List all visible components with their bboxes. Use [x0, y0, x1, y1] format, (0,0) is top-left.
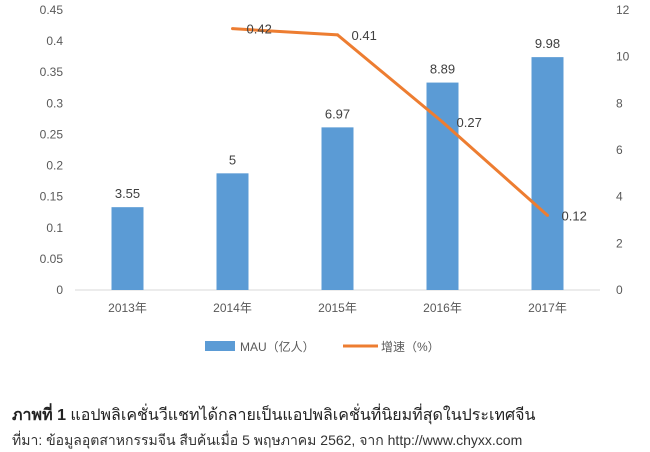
right-tick-label: 4 [616, 190, 623, 204]
bar-data-label: 3.55 [115, 186, 140, 201]
line-point [231, 27, 234, 31]
bar [531, 57, 564, 291]
figure-label: ภาพที่ 1 [12, 407, 66, 424]
bar-data-label: 6.97 [325, 106, 350, 121]
figure-title: แอปพลิเคชั่นวีแชทได้กลายเป็นแอปพลิเคชั่น… [70, 407, 536, 424]
bar [216, 173, 249, 290]
left-tick-label: 0.45 [40, 3, 64, 17]
line-data-label: 0.42 [247, 22, 272, 37]
left-tick-label: 0.05 [40, 252, 64, 266]
left-tick-label: 0.4 [46, 34, 63, 48]
right-tick-label: 0 [616, 283, 623, 297]
legend-bar-label: MAU（亿人） [240, 339, 315, 354]
x-tick-label: 2015年 [318, 301, 357, 315]
x-tick-label: 2017年 [528, 301, 567, 315]
bar [321, 127, 354, 290]
x-tick-label: 2013年 [108, 301, 147, 315]
line-data-label: 0.27 [457, 115, 482, 130]
line-series [232, 27, 549, 217]
left-tick-label: 0.15 [40, 190, 64, 204]
bar-data-label: 5 [229, 152, 236, 167]
right-tick-label: 10 [616, 50, 630, 64]
right-tick-label: 6 [616, 143, 623, 157]
bar-data-label: 9.98 [535, 36, 560, 51]
right-tick-label: 8 [616, 96, 623, 110]
bar-data-label: 8.89 [430, 62, 455, 77]
figure-caption: ภาพที่ 1 แอปพลิเคชั่นวีแชทได้กลายเป็นแอป… [12, 403, 535, 428]
bar [426, 82, 459, 290]
right-tick-label: 2 [616, 236, 623, 250]
right-tick-label: 12 [616, 3, 630, 17]
bar [111, 207, 144, 290]
left-tick-label: 0.2 [46, 159, 63, 173]
line-point [546, 213, 549, 217]
left-tick-label: 0 [56, 283, 63, 297]
left-tick-label: 0.1 [46, 221, 63, 235]
x-tick-label: 2016年 [423, 301, 462, 315]
left-tick-label: 0.35 [40, 65, 64, 79]
figure-source: ที่มา: ข้อมูลอุตสาหกรรมจีน สืบค้นเมื่อ 5… [12, 432, 523, 448]
left-tick-label: 0.25 [40, 127, 64, 141]
line-data-label: 0.41 [352, 28, 377, 43]
line-point [336, 33, 339, 37]
x-tick-label: 2014年 [213, 301, 252, 315]
left-tick-label: 0.3 [46, 96, 63, 110]
legend-bar-swatch [205, 341, 235, 351]
chart: 0 0.05 0.1 0.15 0.2 0.25 0.3 0.35 0.4 0.45 0 2 4 6 8 10… [40, 3, 630, 354]
line-data-label: 0.12 [562, 208, 587, 223]
line-point [441, 120, 444, 124]
legend-line-label: 增速（%） [381, 340, 440, 354]
